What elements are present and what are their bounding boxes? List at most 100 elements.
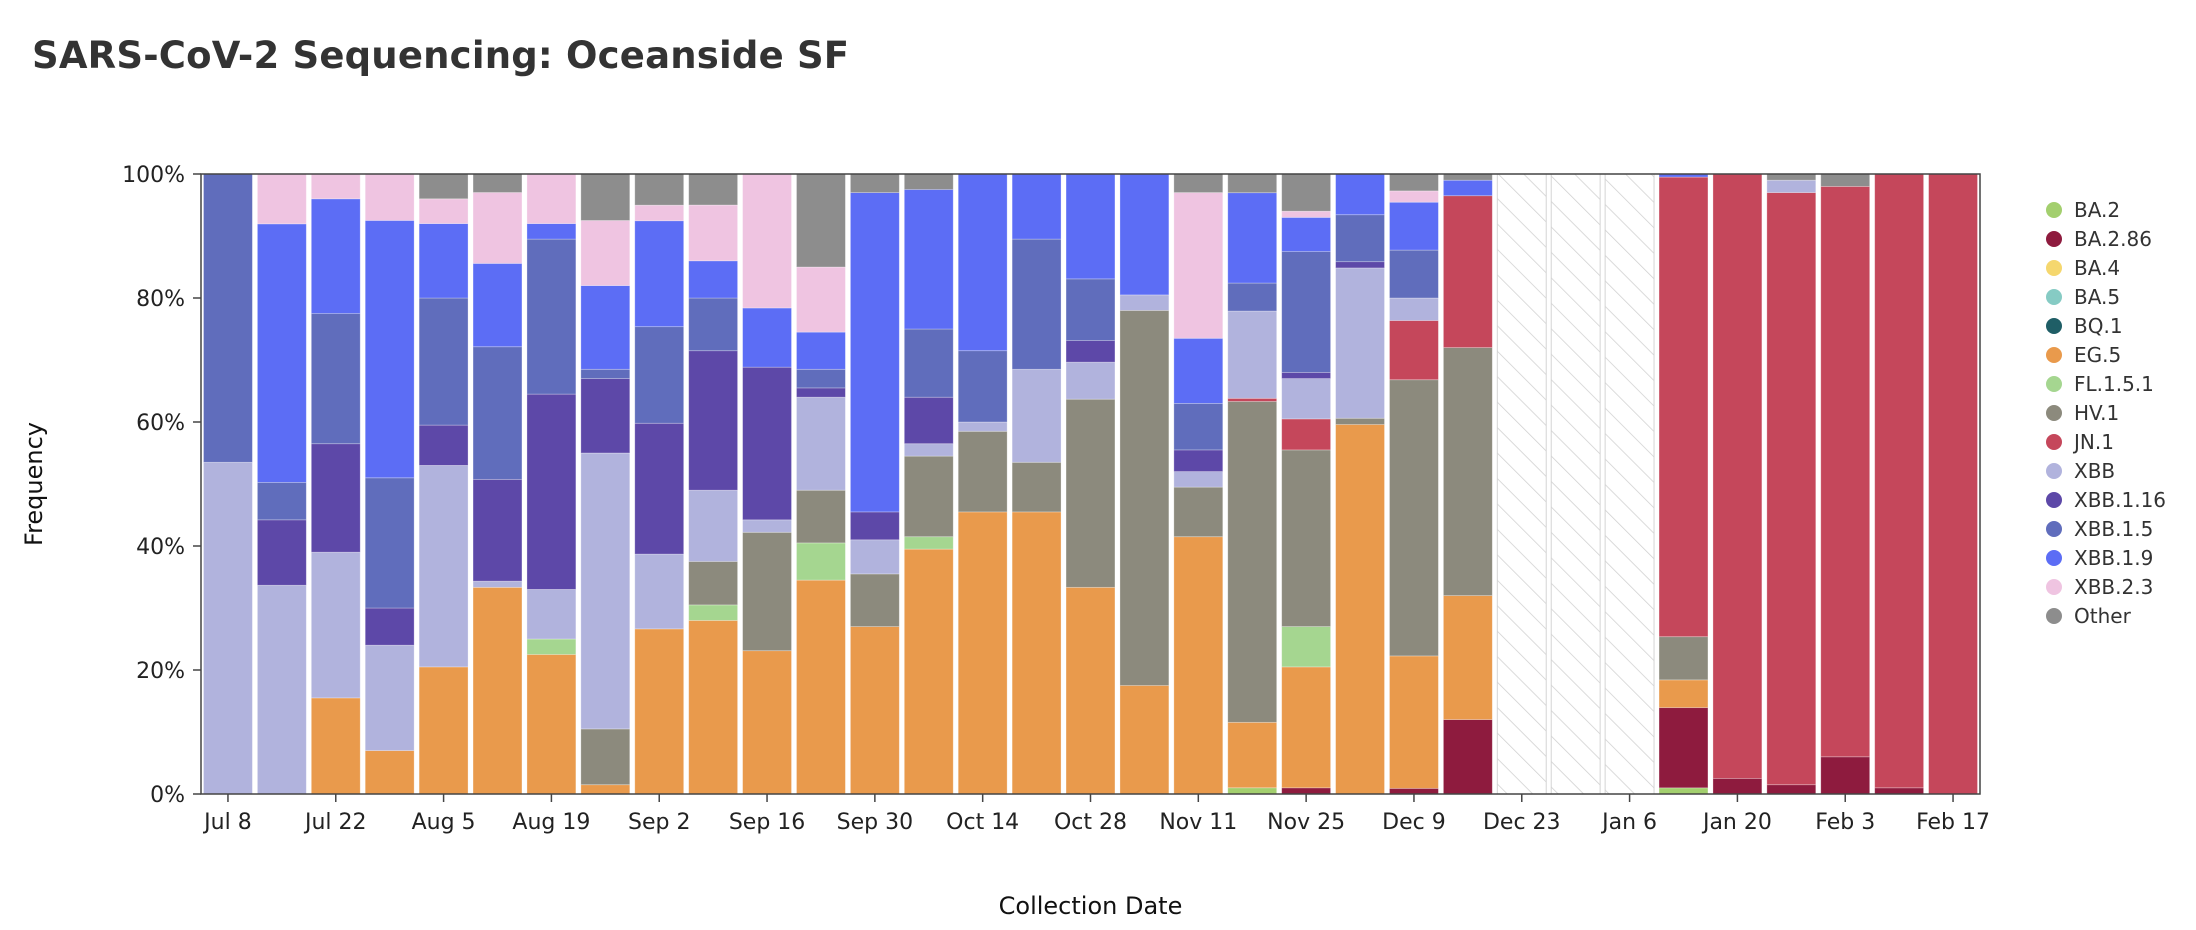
- bar-segment: [742, 531, 792, 652]
- legend-item[interactable]: BQ.1: [2046, 311, 2166, 340]
- bar-segment: [1874, 173, 1924, 789]
- bar-segment: [634, 422, 685, 555]
- bar-segment: [903, 189, 954, 330]
- bar-segment: [526, 223, 577, 240]
- legend-item[interactable]: FL.1.5.1: [2046, 369, 2166, 398]
- bar-segment: [364, 220, 415, 479]
- bar-segment: [634, 173, 685, 206]
- legend-label: Other: [2074, 603, 2131, 628]
- bar-segment: [1766, 173, 1817, 181]
- bar-segment: [1065, 340, 1116, 363]
- bar-segment: [796, 266, 846, 333]
- bar-stack: [1011, 173, 1062, 795]
- bar-segment: [310, 198, 361, 314]
- bar-stack: [634, 173, 685, 795]
- bar-segment: [1389, 320, 1439, 381]
- bar-segment: [957, 430, 1008, 513]
- bar-segment: [1658, 679, 1709, 709]
- legend-item[interactable]: EG.5: [2046, 340, 2166, 369]
- bar-stack: [580, 173, 631, 795]
- legend-item[interactable]: HV.1: [2046, 398, 2166, 427]
- bar-segment: [418, 424, 469, 466]
- bar-segment: [1011, 368, 1062, 463]
- bar-stack: [796, 173, 846, 795]
- bar-segment: [257, 482, 307, 521]
- legend-label: JN.1: [2074, 429, 2114, 454]
- legend-item[interactable]: XBB: [2046, 456, 2166, 485]
- bar-segment: [1119, 309, 1170, 686]
- legend-item[interactable]: JN.1: [2046, 427, 2166, 456]
- bar-segment: [688, 604, 738, 621]
- legend-item[interactable]: BA.4: [2046, 253, 2166, 282]
- bar-segment: [742, 519, 792, 533]
- bar-segment: [310, 697, 361, 795]
- bar-segment: [364, 477, 415, 609]
- bar-segment: [1389, 173, 1439, 192]
- bar-segment: [1281, 787, 1331, 795]
- bar-segment: [796, 489, 846, 544]
- bar-segment: [850, 539, 900, 575]
- bar-segment: [1227, 721, 1278, 789]
- legend-item[interactable]: XBB.1.16: [2046, 485, 2166, 514]
- bar-segment: [796, 542, 846, 581]
- legend-label: XBB: [2074, 458, 2116, 483]
- legend-item[interactable]: BA.5: [2046, 282, 2166, 311]
- bar-segment: [634, 220, 685, 328]
- y-axis: 0% 20% 40% 60% 80% 100%: [122, 163, 201, 808]
- bar-segment: [257, 173, 307, 225]
- bar-segment: [1173, 471, 1224, 488]
- bar-segment: [742, 650, 792, 795]
- bar-segment: [1281, 418, 1331, 451]
- bar-segment: [203, 173, 253, 463]
- bar-stack: [1065, 173, 1116, 795]
- legend-item[interactable]: XBB.2.3: [2046, 572, 2166, 601]
- bar-segment: [688, 561, 738, 606]
- legend-swatch: [2046, 346, 2062, 363]
- bar-segment: [1335, 173, 1385, 216]
- bar-segment: [1335, 424, 1385, 795]
- y-tick-label: 100%: [122, 163, 185, 188]
- x-tick-label: Aug 19: [512, 810, 590, 835]
- bar-segment: [850, 573, 900, 628]
- legend-label: BA.4: [2074, 255, 2121, 280]
- bar-segment: [1820, 756, 1871, 795]
- bar-segment: [580, 378, 631, 454]
- bar-segment: [364, 607, 415, 646]
- x-axis: Jul 8 Jul 22 Aug 5 Aug 19 Sep 2 Sep 16 Sep 30 O…: [202, 794, 1990, 835]
- legend-item[interactable]: XBB.1.9: [2046, 543, 2166, 572]
- bar-stack: [1766, 173, 1817, 795]
- bar-segment: [1173, 486, 1224, 538]
- legend-item[interactable]: BA.2: [2046, 195, 2166, 224]
- legend-label: BA.2: [2074, 197, 2121, 222]
- legend-item[interactable]: BA.2.86: [2046, 224, 2166, 253]
- y-tick-label: 0%: [150, 783, 185, 808]
- bar-stack: [1820, 173, 1871, 795]
- bar-segment: [796, 396, 846, 491]
- stacked-bar-chart: 0% 20% 40% 60% 80% 100% Jul 8 Jul 22 Aug 5 Aug 1…: [20, 163, 1990, 920]
- bar-segment: [310, 173, 361, 200]
- legend-item[interactable]: Other: [2046, 601, 2166, 630]
- bar-segment: [1065, 278, 1116, 341]
- x-tick-label: Jul 22: [303, 810, 367, 835]
- bar-segment: [1173, 449, 1224, 472]
- bar-segment: [1173, 192, 1224, 339]
- bar-stack: [472, 173, 523, 795]
- bar-segment: [1389, 297, 1439, 321]
- bar-segment: [1658, 636, 1709, 681]
- bar-segment: [1227, 173, 1278, 194]
- bar-segment: [472, 346, 523, 480]
- bar-segment: [688, 489, 738, 562]
- bar-segment: [580, 285, 631, 370]
- legend-item[interactable]: XBB.1.5: [2046, 514, 2166, 543]
- bar-segment: [310, 313, 361, 445]
- bar-segment: [903, 443, 954, 457]
- bar-segment: [688, 350, 738, 491]
- bar-segment: [1281, 216, 1331, 252]
- bar-segment: [364, 173, 415, 221]
- bar-segment: [1335, 417, 1385, 425]
- x-axis-label: Collection Date: [999, 892, 1183, 920]
- bar-segment: [957, 350, 1008, 423]
- bar-segment: [1443, 173, 1493, 181]
- bar-segment: [1928, 173, 1978, 795]
- bar-segment: [1011, 461, 1062, 513]
